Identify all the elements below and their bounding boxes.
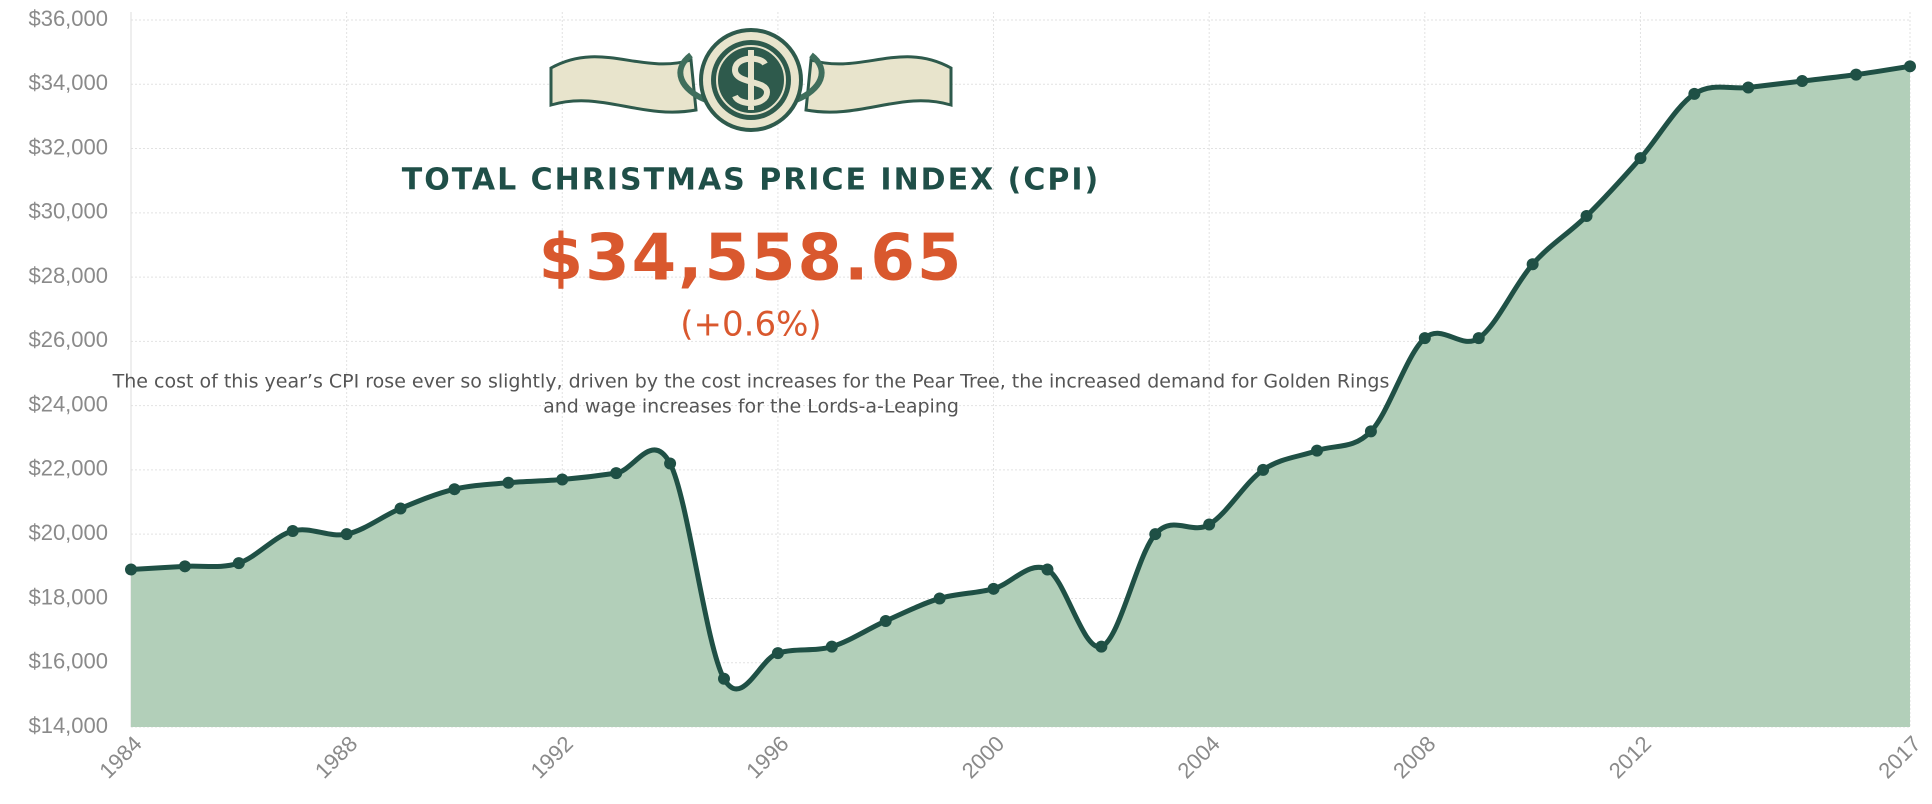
- point: [448, 483, 460, 495]
- headline-value: $34,558.65: [539, 222, 964, 296]
- headline-change: (+0.6%): [680, 305, 821, 345]
- chart: $14,000 $16,000 $18,000 $20,000 $22,000 $24,0…: [0, 0, 1932, 804]
- x-tick-label: 1996: [741, 731, 793, 783]
- point: [772, 647, 784, 659]
- point: [1796, 75, 1808, 87]
- description: and wage increases for the Lords-a-Leapi…: [543, 396, 959, 418]
- point: [1419, 332, 1431, 344]
- y-tick-label: $36,000: [28, 6, 108, 31]
- y-tick-label: $34,000: [28, 70, 108, 95]
- point: [1203, 519, 1215, 531]
- point: [395, 502, 407, 514]
- point: [1850, 69, 1862, 81]
- point: [1634, 152, 1646, 164]
- x-tick-label: 2017: [1873, 731, 1925, 783]
- point: [718, 673, 730, 685]
- x-tick-label: 1992: [526, 731, 578, 783]
- point: [934, 592, 946, 604]
- y-tick-label: $16,000: [28, 649, 108, 674]
- x-tick-label: 2012: [1604, 731, 1656, 783]
- y-tick-label: $18,000: [28, 584, 108, 609]
- point: [1095, 641, 1107, 653]
- point: [341, 528, 353, 540]
- point: [233, 557, 245, 569]
- point: [1581, 210, 1593, 222]
- x-tick-label: 2004: [1173, 731, 1225, 783]
- point: [287, 525, 299, 537]
- y-tick-label: $20,000: [28, 520, 108, 545]
- x-tick-label: 2008: [1388, 731, 1440, 783]
- point: [1257, 464, 1269, 476]
- point: [1688, 88, 1700, 100]
- x-tick-label: 1988: [310, 731, 362, 783]
- point: [1311, 445, 1323, 457]
- point: [880, 615, 892, 627]
- point: [1527, 258, 1539, 270]
- point: [610, 467, 622, 479]
- logo: [551, 30, 951, 130]
- point: [125, 564, 137, 576]
- point: [1904, 60, 1916, 72]
- y-tick-label: $28,000: [28, 263, 108, 288]
- y-tick-label: $24,000: [28, 391, 108, 416]
- x-tick-label: 2000: [957, 731, 1009, 783]
- point: [179, 560, 191, 572]
- chart-title: TOTAL CHRISTMAS PRICE INDEX (CPI): [402, 163, 1101, 198]
- point: [826, 641, 838, 653]
- y-tick-label: $26,000: [28, 327, 108, 352]
- y-tick-label: $32,000: [28, 134, 108, 159]
- point: [1742, 81, 1754, 93]
- y-tick-label: $22,000: [28, 456, 108, 481]
- y-tick-label: $14,000: [28, 713, 108, 738]
- point: [664, 457, 676, 469]
- description: The cost of this year’s CPI rose ever so…: [112, 371, 1390, 393]
- plot-area: $14,000 $16,000 $18,000 $20,000 $22,000 $24,0…: [28, 6, 1925, 783]
- point: [556, 474, 568, 486]
- point: [1365, 425, 1377, 437]
- x-tick-label: 1984: [94, 731, 146, 783]
- point: [988, 583, 1000, 595]
- point: [1149, 528, 1161, 540]
- point: [1041, 564, 1053, 576]
- point: [502, 477, 514, 489]
- point: [1473, 332, 1485, 344]
- y-tick-label: $30,000: [28, 199, 108, 224]
